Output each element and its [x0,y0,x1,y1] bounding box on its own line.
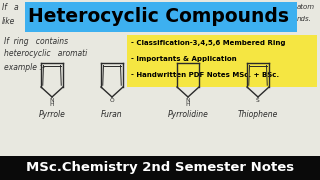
Text: atom: atom [297,4,315,10]
Text: Thiophene: Thiophene [238,110,278,119]
Text: Heterocyclic Compounds: Heterocyclic Compounds [28,8,289,26]
Text: MSc.Chemistry 2nd Semester Notes: MSc.Chemistry 2nd Semester Notes [26,161,294,174]
Text: - Handwritten PDF Notes MSc. + BSc.: - Handwritten PDF Notes MSc. + BSc. [131,72,279,78]
Text: Pyrrolidine: Pyrrolidine [168,110,208,119]
Text: nds.: nds. [297,16,312,22]
Text: N
H: N H [186,98,190,107]
Text: example :-: example :- [4,62,45,71]
Text: Pyrrole: Pyrrole [39,110,65,119]
Text: - Importants & Application: - Importants & Application [131,56,236,62]
Bar [127,35,317,87]
Text: - Classification-3,4,5,6 Membered Ring: - Classification-3,4,5,6 Membered Ring [131,40,285,46]
Text: If   a: If a [2,3,19,12]
Text: S: S [256,98,260,103]
Text: O: O [110,98,114,103]
Text: Furan: Furan [101,110,123,119]
Text: N
H: N H [50,98,54,107]
Bar [0,156,320,180]
Bar [25,2,297,32]
Text: If  ring   contains: If ring contains [4,37,68,46]
Text: heterocyclic   aromati: heterocyclic aromati [4,50,87,59]
Text: like: like [2,17,15,26]
